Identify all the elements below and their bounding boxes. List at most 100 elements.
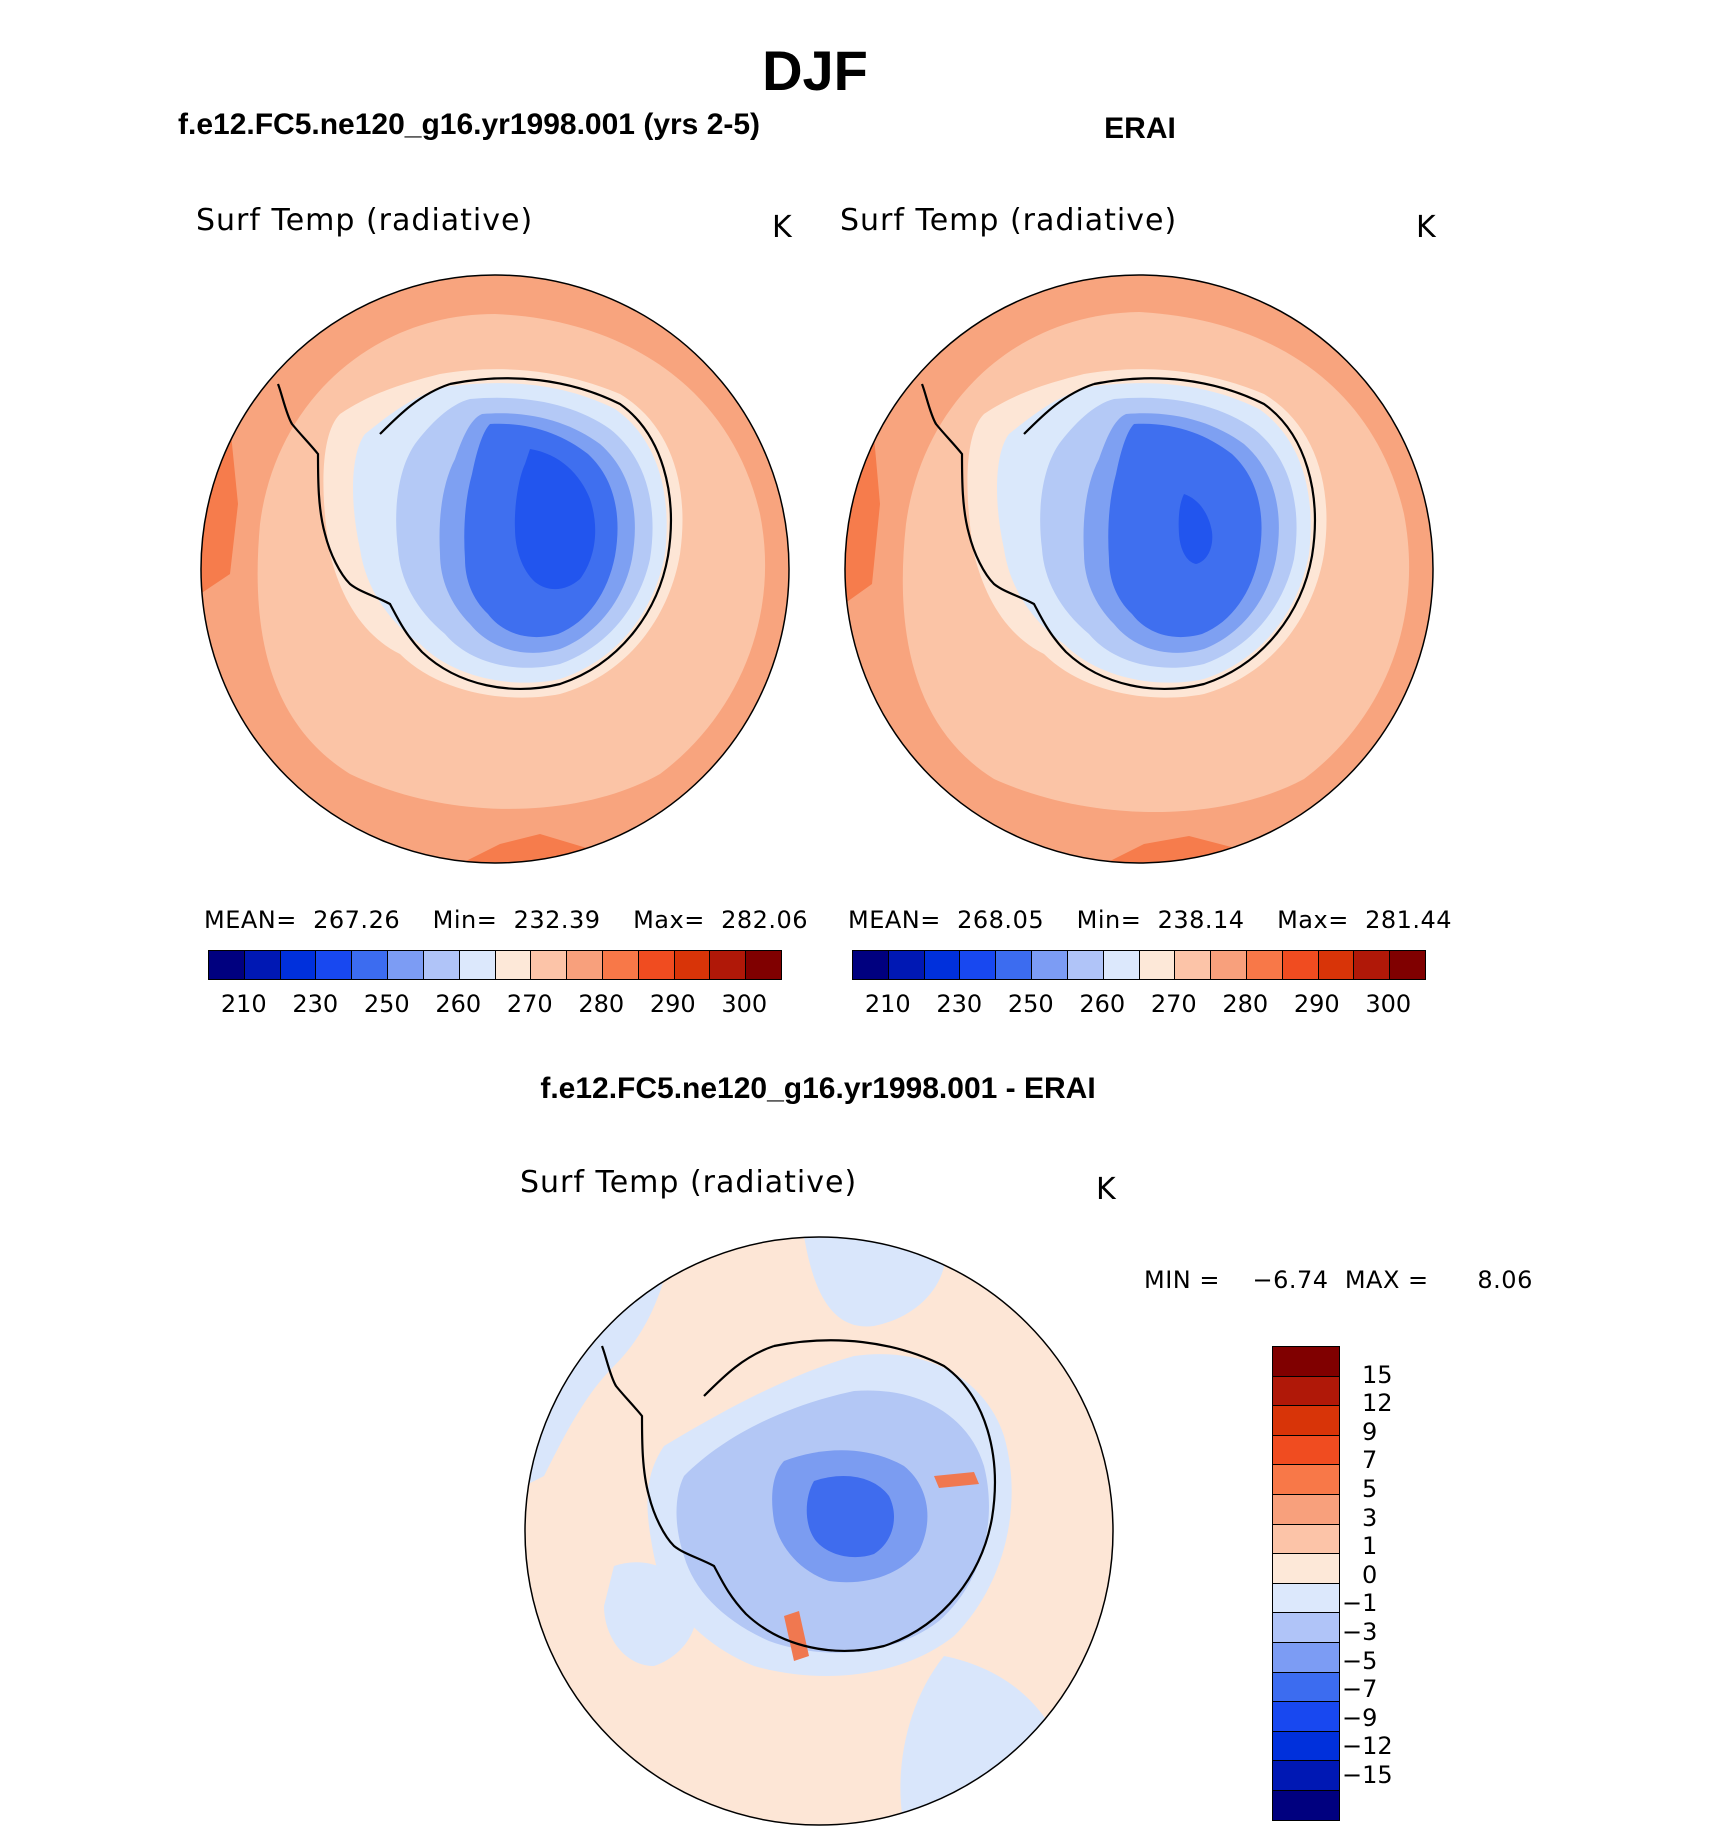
colorbar-tick-label: 250 bbox=[1007, 990, 1054, 1018]
colorbar-swatch bbox=[495, 951, 532, 979]
colorbar-tick-label: 250 bbox=[363, 990, 410, 1018]
colorbar-swatch bbox=[316, 951, 353, 979]
colorbar-tick-label: 300 bbox=[1365, 990, 1412, 1018]
max-value: 282.06 bbox=[721, 906, 809, 934]
colorbar-tick-label: −3 bbox=[1342, 1618, 1378, 1646]
colorbar-swatch bbox=[1318, 951, 1355, 979]
colorbar-difference bbox=[1272, 1346, 1340, 1821]
colorbar-swatch bbox=[1282, 951, 1319, 979]
diff-max-value: 8.06 bbox=[1477, 1266, 1533, 1294]
colorbar-tick-label: 270 bbox=[1150, 990, 1197, 1018]
panel-2-variable: Surf Temp (radiative) bbox=[840, 203, 1178, 238]
colorbar-tick-label: 7 bbox=[1362, 1446, 1378, 1475]
colorbar-swatch bbox=[1273, 1435, 1339, 1466]
mean-value: 267.26 bbox=[313, 906, 401, 934]
colorbar-tick-label: −15 bbox=[1342, 1761, 1393, 1789]
panel-1-units: K bbox=[772, 210, 793, 245]
colorbar-swatch bbox=[1175, 951, 1212, 979]
colorbar-swatch bbox=[1103, 951, 1140, 979]
diff-neg-region bbox=[804, 1237, 946, 1327]
diff-hot-spot bbox=[934, 1472, 979, 1488]
colorbar-swatch bbox=[1067, 951, 1104, 979]
colorbar-swatch bbox=[1246, 951, 1283, 979]
colorbar-swatch bbox=[388, 951, 424, 979]
max-label: Max= bbox=[633, 906, 705, 934]
antarctic-coastline bbox=[920, 377, 1316, 690]
diff-stats: MIN = −6.74 MAX = 8.06 bbox=[1144, 1266, 1533, 1294]
colorbar-tick-label: 210 bbox=[220, 990, 267, 1018]
colorbar-swatch bbox=[1273, 1406, 1339, 1436]
colorbar-tick-label: 280 bbox=[578, 990, 625, 1018]
colorbar-swatch bbox=[1211, 951, 1247, 979]
colorbar-swatch bbox=[853, 951, 889, 979]
diff-hot-spot bbox=[784, 1611, 809, 1661]
colorbar-swatch bbox=[602, 951, 639, 979]
antarctic-coastline bbox=[600, 1339, 996, 1652]
colorbar-model bbox=[208, 950, 782, 980]
colorbar-swatch bbox=[638, 951, 675, 979]
min-label: Min= bbox=[432, 906, 498, 934]
antarctic-coastline bbox=[276, 377, 672, 690]
colorbar-model-ticks: 210 230 250 260 270 280 290 300 bbox=[208, 990, 780, 1020]
colorbar-swatch bbox=[960, 951, 997, 979]
diff-units: K bbox=[1096, 1172, 1117, 1207]
colorbar-swatch bbox=[674, 951, 711, 979]
colorbar-erai-ticks: 210 230 250 260 270 280 290 300 bbox=[852, 990, 1424, 1020]
panel-1-stats: MEAN= 267.26 Min= 232.39 Max= 282.06 bbox=[204, 906, 808, 934]
min-value: 232.39 bbox=[513, 906, 601, 934]
colorbar-swatch bbox=[567, 951, 603, 979]
colorbar-swatch bbox=[531, 951, 568, 979]
colorbar-swatch bbox=[888, 951, 925, 979]
colorbar-tick-label: 280 bbox=[1222, 990, 1269, 1018]
colorbar-swatch bbox=[1273, 1554, 1339, 1584]
colorbar-difference-ticks: 15 12 9 7 5 3 1 0 −1 −3 −5 −7 −9 −12 −15 bbox=[1342, 1346, 1470, 1806]
colorbar-swatch bbox=[1273, 1583, 1339, 1614]
panel-2-heading: ERAI bbox=[1104, 112, 1176, 145]
polar-map-erai bbox=[844, 274, 1434, 864]
colorbar-swatch bbox=[1273, 1672, 1339, 1703]
colorbar-swatch bbox=[1139, 951, 1176, 979]
colorbar-tick-label: 210 bbox=[864, 990, 911, 1018]
diff-variable: Surf Temp (radiative) bbox=[520, 1165, 858, 1200]
max-value: 281.44 bbox=[1365, 906, 1453, 934]
main-title: DJF bbox=[762, 39, 868, 102]
colorbar-swatch bbox=[996, 951, 1033, 979]
colorbar-tick-label: 1 bbox=[1362, 1532, 1378, 1561]
colorbar-swatch bbox=[1273, 1702, 1339, 1732]
ice-deep bbox=[1178, 494, 1213, 564]
colorbar-tick-label: 9 bbox=[1362, 1417, 1378, 1446]
colorbar-swatch bbox=[352, 951, 389, 979]
colorbar-swatch bbox=[280, 951, 317, 979]
colorbar-swatch bbox=[423, 951, 460, 979]
colorbar-tick-label: −12 bbox=[1342, 1732, 1393, 1761]
colorbar-swatch bbox=[1354, 951, 1391, 979]
colorbar-tick-label: −9 bbox=[1342, 1703, 1378, 1732]
panel-1-variable: Surf Temp (radiative) bbox=[196, 203, 534, 238]
colorbar-swatch bbox=[924, 951, 961, 979]
colorbar-tick-label: 260 bbox=[1079, 990, 1126, 1018]
colorbar-swatch bbox=[1273, 1494, 1339, 1525]
colorbar-tick-label: 5 bbox=[1362, 1475, 1378, 1503]
colorbar-swatch bbox=[710, 951, 747, 979]
colorbar-swatch bbox=[1273, 1465, 1339, 1495]
polar-map-difference bbox=[524, 1236, 1114, 1826]
colorbar-swatch bbox=[1273, 1761, 1339, 1791]
ice-deep bbox=[514, 449, 596, 590]
colorbar-tick-label: 12 bbox=[1362, 1389, 1393, 1418]
mean-value: 268.05 bbox=[957, 906, 1045, 934]
diff-min-value: −6.74 bbox=[1252, 1266, 1329, 1294]
colorbar-tick-label: 0 bbox=[1362, 1560, 1378, 1589]
colorbar-tick-label: −1 bbox=[1342, 1589, 1378, 1618]
colorbar-swatch bbox=[1273, 1347, 1339, 1377]
colorbar-swatch bbox=[1390, 951, 1425, 979]
colorbar-tick-label: 3 bbox=[1362, 1503, 1378, 1532]
colorbar-swatch bbox=[459, 951, 496, 979]
colorbar-tick-label: 260 bbox=[435, 990, 482, 1018]
colorbar-swatch bbox=[244, 951, 281, 979]
diff-heading: f.e12.FC5.ne120_g16.yr1998.001 - ERAI bbox=[540, 1072, 1096, 1105]
colorbar-swatch bbox=[1273, 1613, 1339, 1643]
polar-map-model bbox=[200, 274, 790, 864]
colorbar-tick-label: 15 bbox=[1362, 1360, 1393, 1389]
diff-neg4-region bbox=[806, 1476, 894, 1558]
colorbar-tick-label: 300 bbox=[721, 990, 768, 1018]
